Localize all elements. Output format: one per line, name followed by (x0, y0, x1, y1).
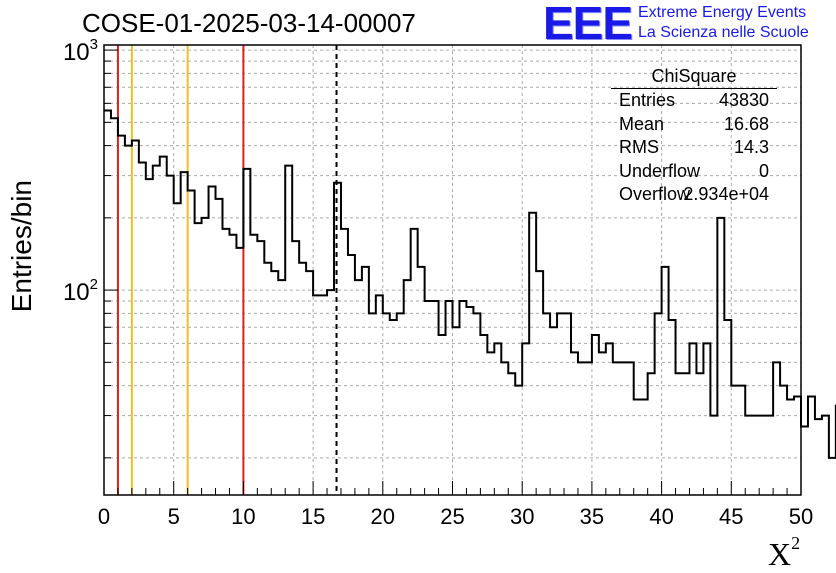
stats-row-mean: Mean 16.68 (609, 113, 777, 137)
stats-title: ChiSquare (611, 66, 777, 89)
stats-row-underflow: Underflow 0 (609, 160, 777, 184)
stats-value: 2.934e+04 (683, 184, 769, 204)
x-tick-labels: 0 5 10 15 20 25 30 35 40 45 50 (98, 504, 813, 529)
histogram-series (104, 109, 836, 459)
stats-key: Mean (619, 113, 665, 134)
x-tick-label: 50 (789, 504, 813, 529)
y-tick-label: 102 (63, 276, 98, 306)
x-tick-label: 15 (301, 504, 325, 529)
stats-key: Overflow (619, 184, 691, 204)
logo-line-1: Extreme Energy Events (638, 4, 807, 21)
x-tick-label: 20 (371, 504, 395, 529)
y-tick-label-base: 10 (63, 279, 90, 306)
stats-row-overflow: Overflow 2.934e+04 (609, 183, 777, 207)
y-tick-label-base: 10 (63, 39, 90, 66)
cut-lines (116, 45, 338, 495)
stats-value: 14.3 (733, 137, 769, 157)
y-axis-label: Entries/bin (6, 180, 37, 313)
x-tick-label: 5 (168, 504, 180, 529)
stats-row-entries: Entries 43830 (609, 89, 777, 113)
x-tick-label: 40 (649, 504, 673, 529)
x-axis-label: X2 (768, 533, 801, 573)
y-tick-label-exponent: 2 (90, 276, 98, 293)
eee-logo-mark: EEE (543, 0, 633, 49)
x-tick-label: 0 (98, 504, 110, 529)
x-tick-label: 30 (510, 504, 534, 529)
stats-key: Entries (619, 90, 676, 110)
x-tick-label: 25 (440, 504, 464, 529)
logo-line-2: La Scienza nelle Scuole (638, 24, 809, 41)
histogram-line (104, 109, 836, 459)
stats-key: RMS (619, 137, 659, 157)
stats-value: 16.68 (723, 113, 769, 134)
y-tick-label-exponent: 3 (90, 36, 98, 53)
x-axis-label-base: X (768, 536, 792, 572)
chart-title: COSE-01-2025-03-14-00007 (82, 8, 416, 38)
stats-box: ChiSquare Entries 43830 Mean 16.68 RMS 14.3… (609, 66, 777, 206)
stats-value: 0 (758, 160, 769, 181)
x-tick-label: 35 (580, 504, 604, 529)
x-axis-label-exponent: 2 (791, 533, 801, 554)
axes (103, 44, 802, 496)
stats-key: Underflow (619, 160, 701, 181)
x-tick-label: 45 (719, 504, 743, 529)
stats-value: 43830 (718, 90, 769, 110)
x-tick-label: 10 (231, 504, 255, 529)
y-tick-label: 103 (63, 36, 98, 66)
stats-row-rms: RMS 14.3 (609, 136, 777, 160)
